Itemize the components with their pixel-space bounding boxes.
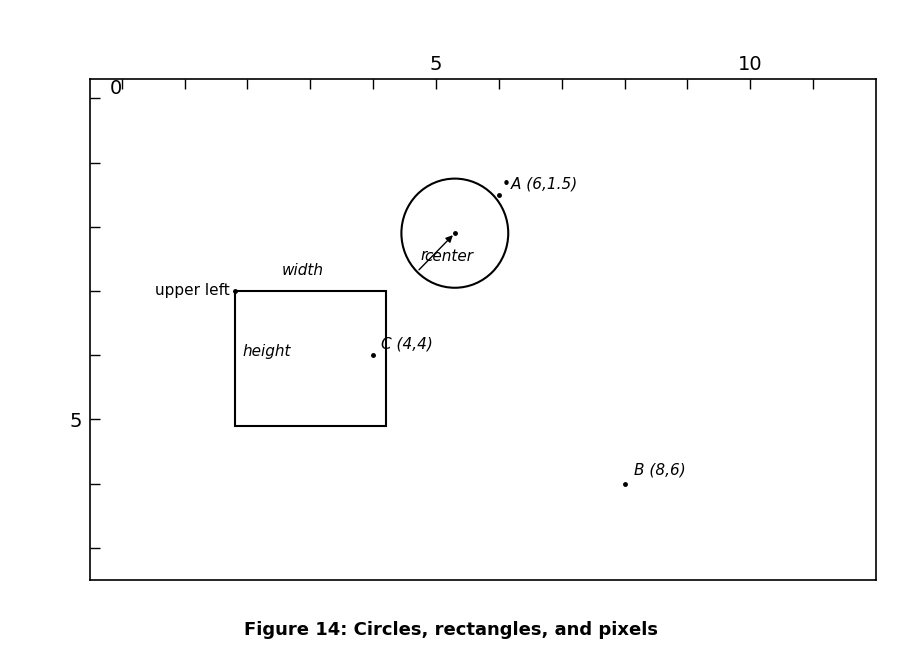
Text: •A (6,1.5): •A (6,1.5): [502, 177, 576, 192]
Text: height: height: [242, 344, 290, 359]
Text: Figure 14: Circles, rectangles, and pixels: Figure 14: Circles, rectangles, and pixe…: [244, 621, 658, 639]
Text: C (4,4): C (4,4): [381, 337, 432, 352]
Text: 0: 0: [109, 79, 122, 98]
Bar: [235, 291, 385, 426]
Text: B (8,6): B (8,6): [633, 462, 685, 477]
Text: upper left: upper left: [155, 283, 230, 299]
Text: center: center: [424, 249, 473, 264]
Text: r: r: [419, 248, 426, 263]
Text: width: width: [281, 263, 324, 278]
